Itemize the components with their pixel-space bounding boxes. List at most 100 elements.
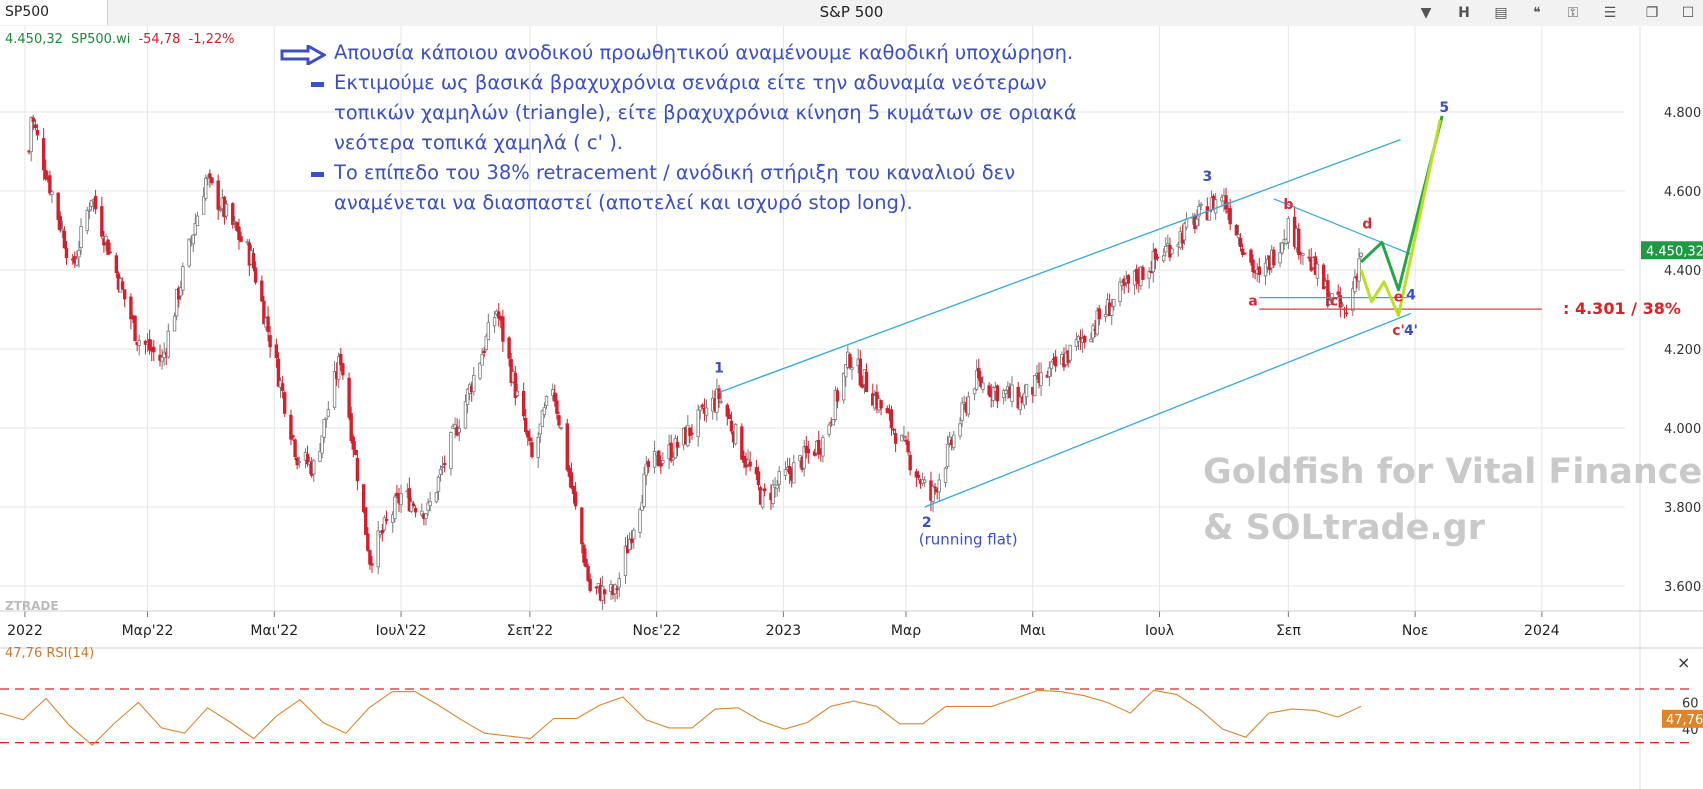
layout-icon[interactable]: ▤ <box>1494 5 1508 21</box>
candle-body <box>841 373 846 401</box>
candle-body <box>1141 267 1145 280</box>
candle-body <box>538 423 542 435</box>
candle-body <box>380 529 385 534</box>
candle-body <box>282 392 287 414</box>
candle-body <box>893 433 898 444</box>
x-tick-label: 2022 <box>7 623 43 639</box>
rsi-label: 47,76 RSI(14) <box>5 646 94 661</box>
candle-body <box>536 436 540 458</box>
x-tick-label: Ιουλ <box>1145 623 1174 639</box>
price-chart[interactable]: : 4.301 / 38% 1 2(running flat) 3 a b c d e 4 c' 4'… <box>0 26 1703 789</box>
quote-readout: 4.450,32 SP500.wi -54,78 -1,22% <box>5 32 235 47</box>
candle-body <box>669 442 673 461</box>
lock-icon[interactable]: ⚿ <box>1567 5 1579 21</box>
wave-label-w2_note: (running flat) <box>919 531 1018 549</box>
candle-body <box>218 209 222 211</box>
wave-label-a: a <box>1248 294 1257 310</box>
candle-body <box>463 401 468 429</box>
wave-label-w5: 5 <box>1439 100 1449 116</box>
candle-body <box>638 508 642 533</box>
candle-body <box>979 377 983 387</box>
x-tick-label: Μαι'22 <box>250 623 298 639</box>
candle-body <box>233 221 237 224</box>
candle-body <box>497 311 501 319</box>
quote-change: -54,78 <box>138 32 180 47</box>
candle-body <box>1251 259 1255 273</box>
comment-icon[interactable]: ❝ <box>1533 5 1541 21</box>
candle-body <box>952 434 956 448</box>
candle-body <box>1340 304 1345 307</box>
brand-label: ZTRADE <box>5 599 59 613</box>
candle-body <box>436 476 441 492</box>
window-titlebar: SP500 S&P 500 ▼ H ▤ ❝ ⚿ ☰ ❐ ☐ <box>0 0 1703 27</box>
candle-body <box>85 209 89 231</box>
candle-body <box>31 117 35 122</box>
candle-body <box>704 407 709 416</box>
candle-body <box>206 176 210 179</box>
restore-window-icon[interactable]: ❐ <box>1645 5 1659 21</box>
symbol-input[interactable]: SP500 <box>0 0 108 25</box>
candle-body <box>675 441 680 448</box>
candle-body <box>1213 199 1218 214</box>
candle-body <box>318 450 322 462</box>
candle-body <box>696 409 700 438</box>
dropdown-chevron-icon[interactable]: ▼ <box>1420 5 1432 21</box>
candle-body <box>987 385 991 396</box>
candle-body <box>361 484 366 512</box>
menu-icon[interactable]: ☰ <box>1603 5 1617 21</box>
candle-body <box>353 449 358 455</box>
candle-body <box>551 389 555 396</box>
retracement-level-label: : 4.301 / 38% <box>1563 299 1681 318</box>
candle-body <box>100 206 104 237</box>
candle-body <box>1359 252 1363 257</box>
y-tick-label: 4.200 <box>1664 343 1701 358</box>
candle-body <box>1095 310 1099 335</box>
watermark-line-1: Goldfish for Vital Finance <box>1203 452 1703 492</box>
toolbar-h-button[interactable]: H <box>1458 5 1470 21</box>
candle-body <box>571 486 576 495</box>
candle-body <box>1199 203 1203 206</box>
candle-body <box>424 513 428 520</box>
candle-body <box>1224 195 1228 210</box>
wave-label-d: d <box>1362 217 1372 233</box>
candle-body <box>1236 234 1241 238</box>
candle-body <box>438 468 443 475</box>
candle-body <box>413 507 418 513</box>
candle-body <box>835 390 840 402</box>
candle-body <box>783 469 788 476</box>
close-rsi-icon[interactable]: × <box>1677 653 1690 672</box>
candle-body <box>974 370 979 390</box>
candle-body <box>1240 248 1245 256</box>
candle-body <box>771 484 775 504</box>
candle-body <box>582 544 586 563</box>
candle-body <box>1033 374 1037 397</box>
maximize-window-icon[interactable]: ☐ <box>1681 5 1695 21</box>
candle-body <box>914 471 919 478</box>
candle-body <box>557 415 561 426</box>
candle-body <box>407 488 412 512</box>
annotation-line-6: αναμένεται να διασπαστεί (αποτελεί και ι… <box>334 191 913 214</box>
candle-body <box>484 335 488 351</box>
candle-body <box>1022 392 1027 406</box>
candle-body <box>916 474 921 478</box>
candle-body <box>193 223 198 236</box>
candle-body <box>659 463 663 467</box>
candle-body <box>923 479 927 483</box>
candle-body <box>426 502 430 511</box>
candle-body <box>931 485 935 502</box>
candle-body <box>1170 248 1174 255</box>
last-price-tag <box>1641 241 1703 260</box>
candle-body <box>409 501 414 512</box>
candle-body <box>1089 338 1093 343</box>
candle-body <box>58 216 62 231</box>
candle-body <box>305 453 310 465</box>
candle-body <box>787 465 792 474</box>
candle-body <box>1001 390 1006 399</box>
candle-body <box>1238 237 1243 248</box>
candle-body <box>1134 268 1139 282</box>
triangle-upper-line <box>1273 198 1412 255</box>
candle-body <box>1182 223 1187 241</box>
candle-body <box>349 413 353 442</box>
candle-body <box>322 419 326 438</box>
candle-body <box>673 438 678 459</box>
